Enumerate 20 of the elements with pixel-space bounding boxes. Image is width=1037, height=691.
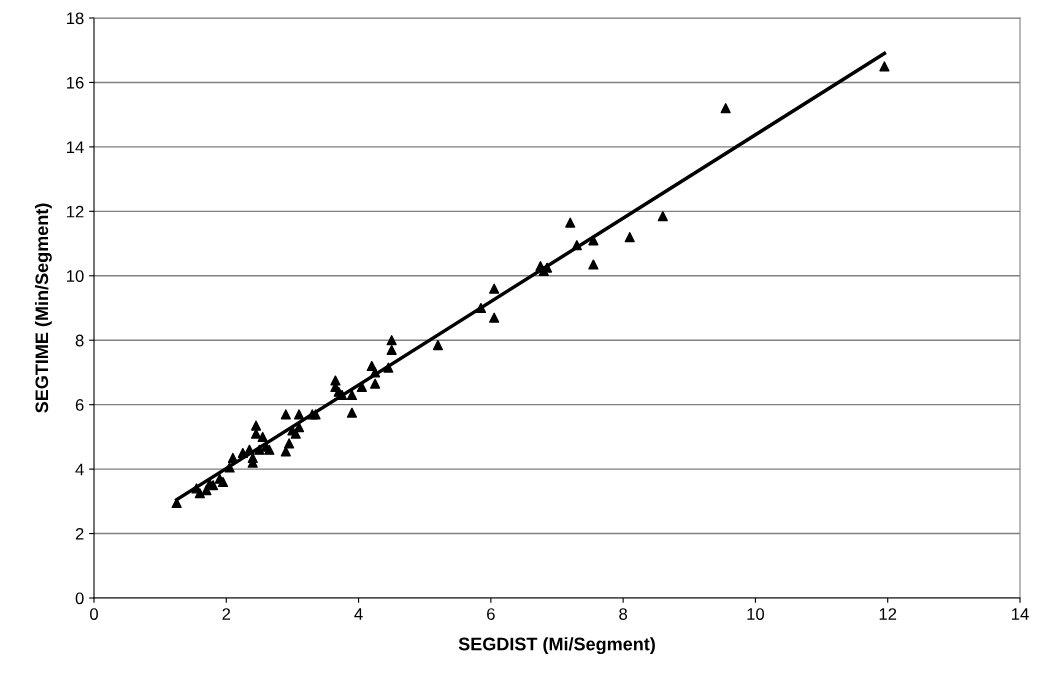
- y-tick-label: 0: [75, 592, 84, 605]
- x-tick-label: 10: [747, 608, 765, 620]
- y-tick-label: 4: [75, 463, 84, 476]
- y-tick-label: 12: [67, 205, 84, 218]
- y-tick-label: 2: [75, 527, 84, 540]
- y-tick-label: 6: [75, 399, 84, 411]
- y-tick-label: 18: [67, 12, 84, 25]
- y-axis-title: SEGTIME (Min/Segment): [34, 203, 52, 413]
- y-tick-label: 14: [67, 141, 84, 153]
- x-tick-label: 4: [354, 608, 363, 620]
- y-tick-label: 8: [75, 334, 84, 347]
- x-tick-label: 8: [619, 608, 628, 620]
- x-tick-label: 2: [222, 608, 231, 620]
- x-axis-title: SEGDIST (Mi/Segment): [458, 637, 655, 655]
- x-tick-label: 14: [1012, 608, 1029, 620]
- x-tick-label: 12: [879, 608, 897, 620]
- y-tick-label: 10: [67, 270, 84, 282]
- x-tick-label: 6: [487, 608, 495, 620]
- y-tick-label: 16: [67, 76, 84, 89]
- x-tick-label: 0: [90, 608, 98, 620]
